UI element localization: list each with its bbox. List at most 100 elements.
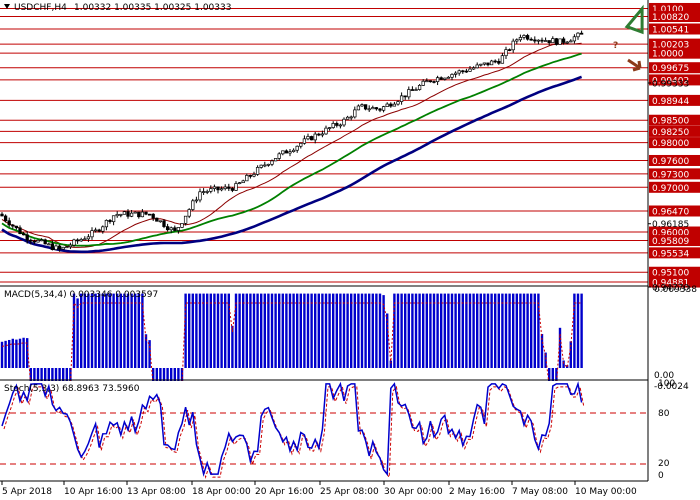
macd-bar bbox=[26, 338, 29, 368]
candle-body bbox=[198, 191, 202, 201]
candle-body bbox=[367, 108, 371, 111]
candle-body bbox=[453, 72, 458, 75]
candle-body bbox=[507, 49, 512, 51]
candle-body bbox=[392, 103, 397, 107]
candle-body bbox=[306, 136, 310, 140]
macd-bar bbox=[83, 293, 86, 368]
price-level-label: 1.00203 bbox=[652, 41, 689, 51]
macd-bar bbox=[188, 293, 191, 368]
macd-axis-labels: 0.009338 0.00-0.0024 bbox=[654, 285, 697, 392]
macd-bar bbox=[335, 293, 338, 368]
candle-body bbox=[345, 116, 350, 120]
time-label: 7 May 08:00 bbox=[512, 487, 568, 497]
price-level-label: 0.99675 bbox=[652, 64, 689, 74]
price-level-tag bbox=[649, 266, 700, 278]
time-label: 2 May 16:00 bbox=[449, 487, 505, 497]
macd-bar bbox=[58, 368, 61, 386]
time-label: 20 Apr 16:00 bbox=[255, 487, 314, 497]
macd-bar bbox=[465, 293, 468, 368]
macd-bar bbox=[483, 293, 486, 368]
candle-body bbox=[176, 227, 181, 231]
macd-bar bbox=[555, 368, 558, 386]
macd-bar bbox=[29, 368, 32, 386]
time-axis-labels: 5 Apr 2018 10 Apr 16:00 13 Apr 08:00 18 Apr… bbox=[1, 481, 637, 497]
macd-bar bbox=[558, 327, 562, 368]
price-level-lines bbox=[0, 7, 648, 283]
candle-body bbox=[486, 62, 490, 66]
candle-body bbox=[14, 225, 19, 229]
candle-body bbox=[39, 239, 44, 242]
macd-bar bbox=[159, 368, 162, 386]
price-level-tag bbox=[649, 276, 700, 288]
time-label: 5 Apr 2018 bbox=[2, 487, 52, 497]
macd-bar bbox=[256, 293, 259, 368]
price-axis-label: 0.94770 bbox=[652, 284, 689, 294]
macd-bar bbox=[414, 293, 418, 368]
candle-body bbox=[57, 245, 62, 250]
candle-body bbox=[108, 219, 112, 223]
price-level-label: 0.96470 bbox=[652, 207, 689, 217]
candle-body bbox=[270, 160, 274, 165]
price-level-label: 1.00541 bbox=[652, 25, 689, 35]
macd-bar bbox=[418, 293, 421, 368]
candle-body bbox=[147, 213, 152, 216]
price-level-label: 0.98250 bbox=[652, 128, 689, 138]
candle-body bbox=[126, 211, 130, 217]
time-label: 10 Apr 16:00 bbox=[64, 487, 123, 497]
candle-body bbox=[140, 211, 145, 218]
candle-body bbox=[263, 164, 267, 167]
candle-body bbox=[522, 35, 526, 38]
candle-body bbox=[569, 40, 573, 43]
candle-body bbox=[281, 150, 285, 155]
candle-body bbox=[313, 133, 317, 141]
macd-bar bbox=[299, 293, 302, 368]
macd-bar bbox=[8, 339, 11, 368]
macd-bar bbox=[126, 293, 130, 368]
macd-bar bbox=[270, 293, 274, 368]
macd-bar bbox=[170, 368, 173, 386]
macd-bar bbox=[458, 293, 461, 368]
macd-bar bbox=[152, 368, 155, 386]
macd-bar bbox=[224, 293, 227, 368]
macd-bar bbox=[285, 293, 288, 368]
macd-bar bbox=[472, 293, 475, 368]
candle-body bbox=[11, 224, 15, 227]
macd-bar bbox=[242, 293, 245, 368]
macd-axis-label: -0.0024 bbox=[654, 382, 689, 392]
candle-body bbox=[540, 39, 544, 42]
macd-bar bbox=[105, 293, 108, 368]
macd-bar bbox=[213, 293, 216, 368]
price-level-tag bbox=[649, 247, 700, 259]
candle-body bbox=[165, 226, 170, 231]
candle-body bbox=[7, 220, 11, 226]
candle-body bbox=[374, 107, 379, 110]
macd-bar bbox=[119, 293, 122, 368]
macd-bar bbox=[476, 293, 479, 368]
macd-bar bbox=[47, 368, 50, 386]
price-level-label: 0.96000 bbox=[652, 229, 689, 239]
macd-bar bbox=[72, 293, 76, 368]
macd-bar bbox=[468, 293, 472, 368]
candle-body bbox=[327, 127, 332, 129]
candle-body bbox=[194, 199, 199, 202]
macd-bar bbox=[94, 293, 97, 368]
price-level-tag bbox=[649, 2, 700, 14]
candle-body bbox=[572, 36, 577, 42]
macd-bar bbox=[195, 293, 198, 368]
candle-body bbox=[547, 40, 551, 44]
candle-body bbox=[230, 188, 235, 191]
macd-bar bbox=[288, 293, 292, 368]
macd-bar bbox=[278, 293, 281, 368]
candle-body bbox=[83, 238, 87, 241]
macd-bar bbox=[76, 298, 79, 368]
candle-body bbox=[457, 70, 461, 74]
macd-bar bbox=[137, 293, 140, 368]
macd-bar bbox=[371, 293, 374, 368]
time-label: 18 Apr 00:00 bbox=[192, 487, 251, 497]
candle-body bbox=[475, 64, 479, 69]
candle-body bbox=[579, 32, 584, 35]
macd-axis-label: 0.00 bbox=[654, 371, 674, 381]
candle-body bbox=[529, 38, 533, 41]
candle-body bbox=[237, 182, 242, 185]
